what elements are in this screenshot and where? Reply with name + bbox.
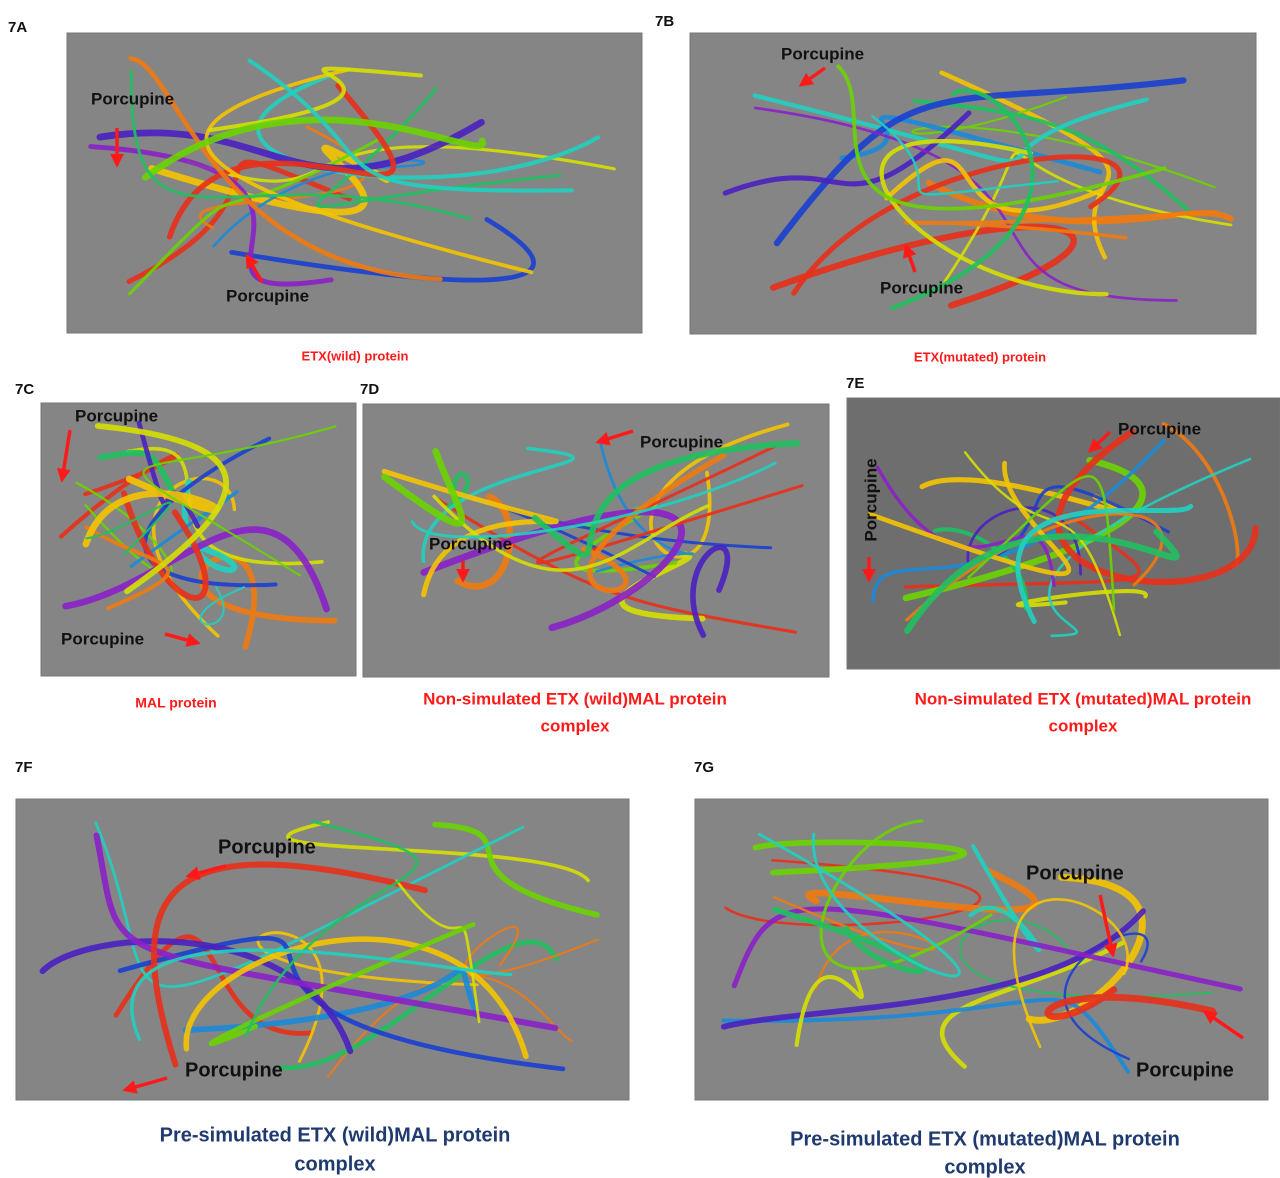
panel: [847, 398, 1280, 669]
panel-label: 7F: [15, 759, 33, 776]
annotation: Porcupine: [61, 629, 144, 648]
annotation: Porcupine: [1026, 862, 1124, 884]
annotation: Porcupine: [226, 286, 309, 305]
panel: [16, 799, 629, 1100]
panel: [690, 33, 1256, 334]
caption: ETX(wild) protein: [302, 348, 409, 363]
caption: Pre-simulated ETX (mutated)MAL protein: [790, 1128, 1180, 1150]
panel-label: 7G: [694, 759, 714, 776]
panel-label: 7D: [360, 381, 379, 398]
annotation: Porcupine: [1136, 1059, 1234, 1081]
annotation: Porcupine: [781, 44, 864, 63]
annotation: Porcupine: [640, 432, 723, 451]
figure: 7A Porcupine Porcupine ETX(wild) protein 7B P…: [0, 0, 1280, 1178]
caption: complex: [541, 716, 611, 735]
annotation: Porcupine: [185, 1059, 283, 1081]
caption: Non-simulated ETX (wild)MAL protein: [423, 689, 727, 708]
caption: complex: [1049, 716, 1119, 735]
caption: complex: [944, 1156, 1025, 1178]
annotation: Porcupine: [75, 406, 158, 425]
panel-label: 7B: [655, 13, 674, 30]
annotation: Porcupine: [429, 534, 512, 553]
panel: [67, 33, 642, 333]
panel-label: 7E: [846, 375, 864, 392]
annotation: Porcupine: [1118, 419, 1201, 438]
panel: [695, 799, 1268, 1100]
caption: MAL protein: [135, 695, 216, 711]
caption: Non-simulated ETX (mutated)MAL protein: [915, 689, 1252, 708]
panel-label: 7A: [8, 19, 27, 36]
annotation: Porcupine: [880, 278, 963, 297]
caption: Pre-simulated ETX (wild)MAL protein: [160, 1124, 511, 1146]
panel-label: 7C: [15, 381, 34, 398]
annotation: Porcupine: [91, 89, 174, 108]
annotation: Porcupine: [218, 836, 316, 858]
caption: complex: [294, 1153, 375, 1175]
annotation: Porcupine: [861, 458, 880, 541]
caption: ETX(mutated) protein: [914, 349, 1046, 364]
